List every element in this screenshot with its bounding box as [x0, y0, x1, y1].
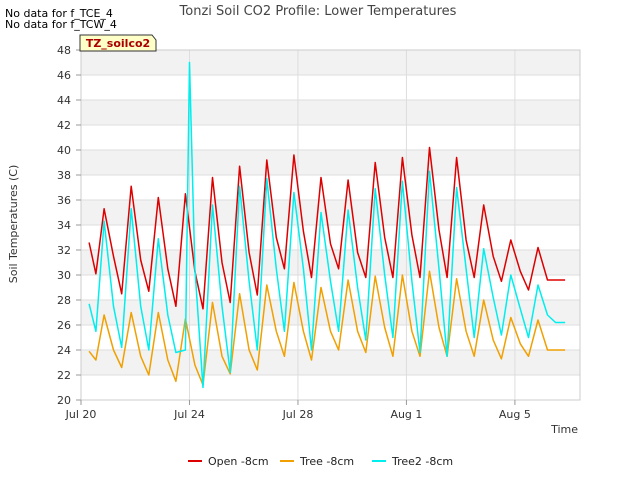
background-band [81, 200, 580, 225]
x-tick-label: Jul 24 [173, 408, 205, 421]
series-line-2 [88, 61, 566, 389]
y-tick-label: 34 [57, 219, 71, 232]
series-layer [88, 61, 566, 389]
legend: Open -8cm Tree -8cm Tree2 -8cm [188, 455, 453, 468]
y-tick-label: 26 [57, 319, 71, 332]
y-tick-label: 36 [57, 194, 71, 207]
x-tick-label: Jul 20 [65, 408, 97, 421]
background-band [81, 125, 580, 150]
background-band [81, 100, 580, 125]
y-tick-label: 20 [57, 394, 71, 407]
background-band [81, 250, 580, 275]
y-tick-label: 28 [57, 294, 71, 307]
y-tick-label: 38 [57, 169, 71, 182]
y-tick-label: 32 [57, 244, 71, 257]
y-tick-label: 40 [57, 144, 71, 157]
chart-title: Tonzi Soil CO2 Profile: Lower Temperatur… [179, 4, 457, 19]
x-tick-label: Jul 28 [282, 408, 314, 421]
series-line-0 [88, 146, 566, 310]
background-band [81, 75, 580, 100]
x-tick-labels: Jul 20 Jul 24 Jul 28 Aug 1 Aug 5 [65, 400, 531, 421]
background-band [81, 50, 580, 75]
background-band [81, 350, 580, 375]
y-tick-label: 22 [57, 369, 71, 382]
no-data-note-tcw: No data for f_TCW_4 [5, 18, 117, 31]
x-axis-title: Time [550, 423, 578, 436]
background-band [81, 175, 580, 200]
x-tick-label: Aug 1 [390, 408, 422, 421]
y-tick-label: 30 [57, 269, 71, 282]
y-tick-label: 48 [57, 44, 71, 57]
y-tick-label: 24 [57, 344, 71, 357]
y-tick-label: 42 [57, 119, 71, 132]
legend-label-1: Tree -8cm [299, 455, 354, 468]
x-tick-label: Aug 5 [499, 408, 531, 421]
series-line-1 [88, 270, 566, 386]
background-bands [81, 50, 580, 400]
background-band [81, 150, 580, 175]
legend-label-2: Tree2 -8cm [391, 455, 453, 468]
site-tag-label: TZ_soilco2 [86, 37, 150, 50]
background-band [81, 375, 580, 400]
y-tick-label: 44 [57, 94, 71, 107]
no-data-note-tce: No data for f_TCE_4 [5, 7, 113, 20]
site-tag: TZ_soilco2 [79, 34, 157, 52]
y-axis-title: Soil Temperatures (C) [7, 165, 20, 284]
legend-label-0: Open -8cm [208, 455, 269, 468]
y-tick-label: 46 [57, 69, 71, 82]
y-tick-labels: 20 22 24 26 28 30 32 34 36 38 40 42 44 46 48 [57, 44, 81, 407]
